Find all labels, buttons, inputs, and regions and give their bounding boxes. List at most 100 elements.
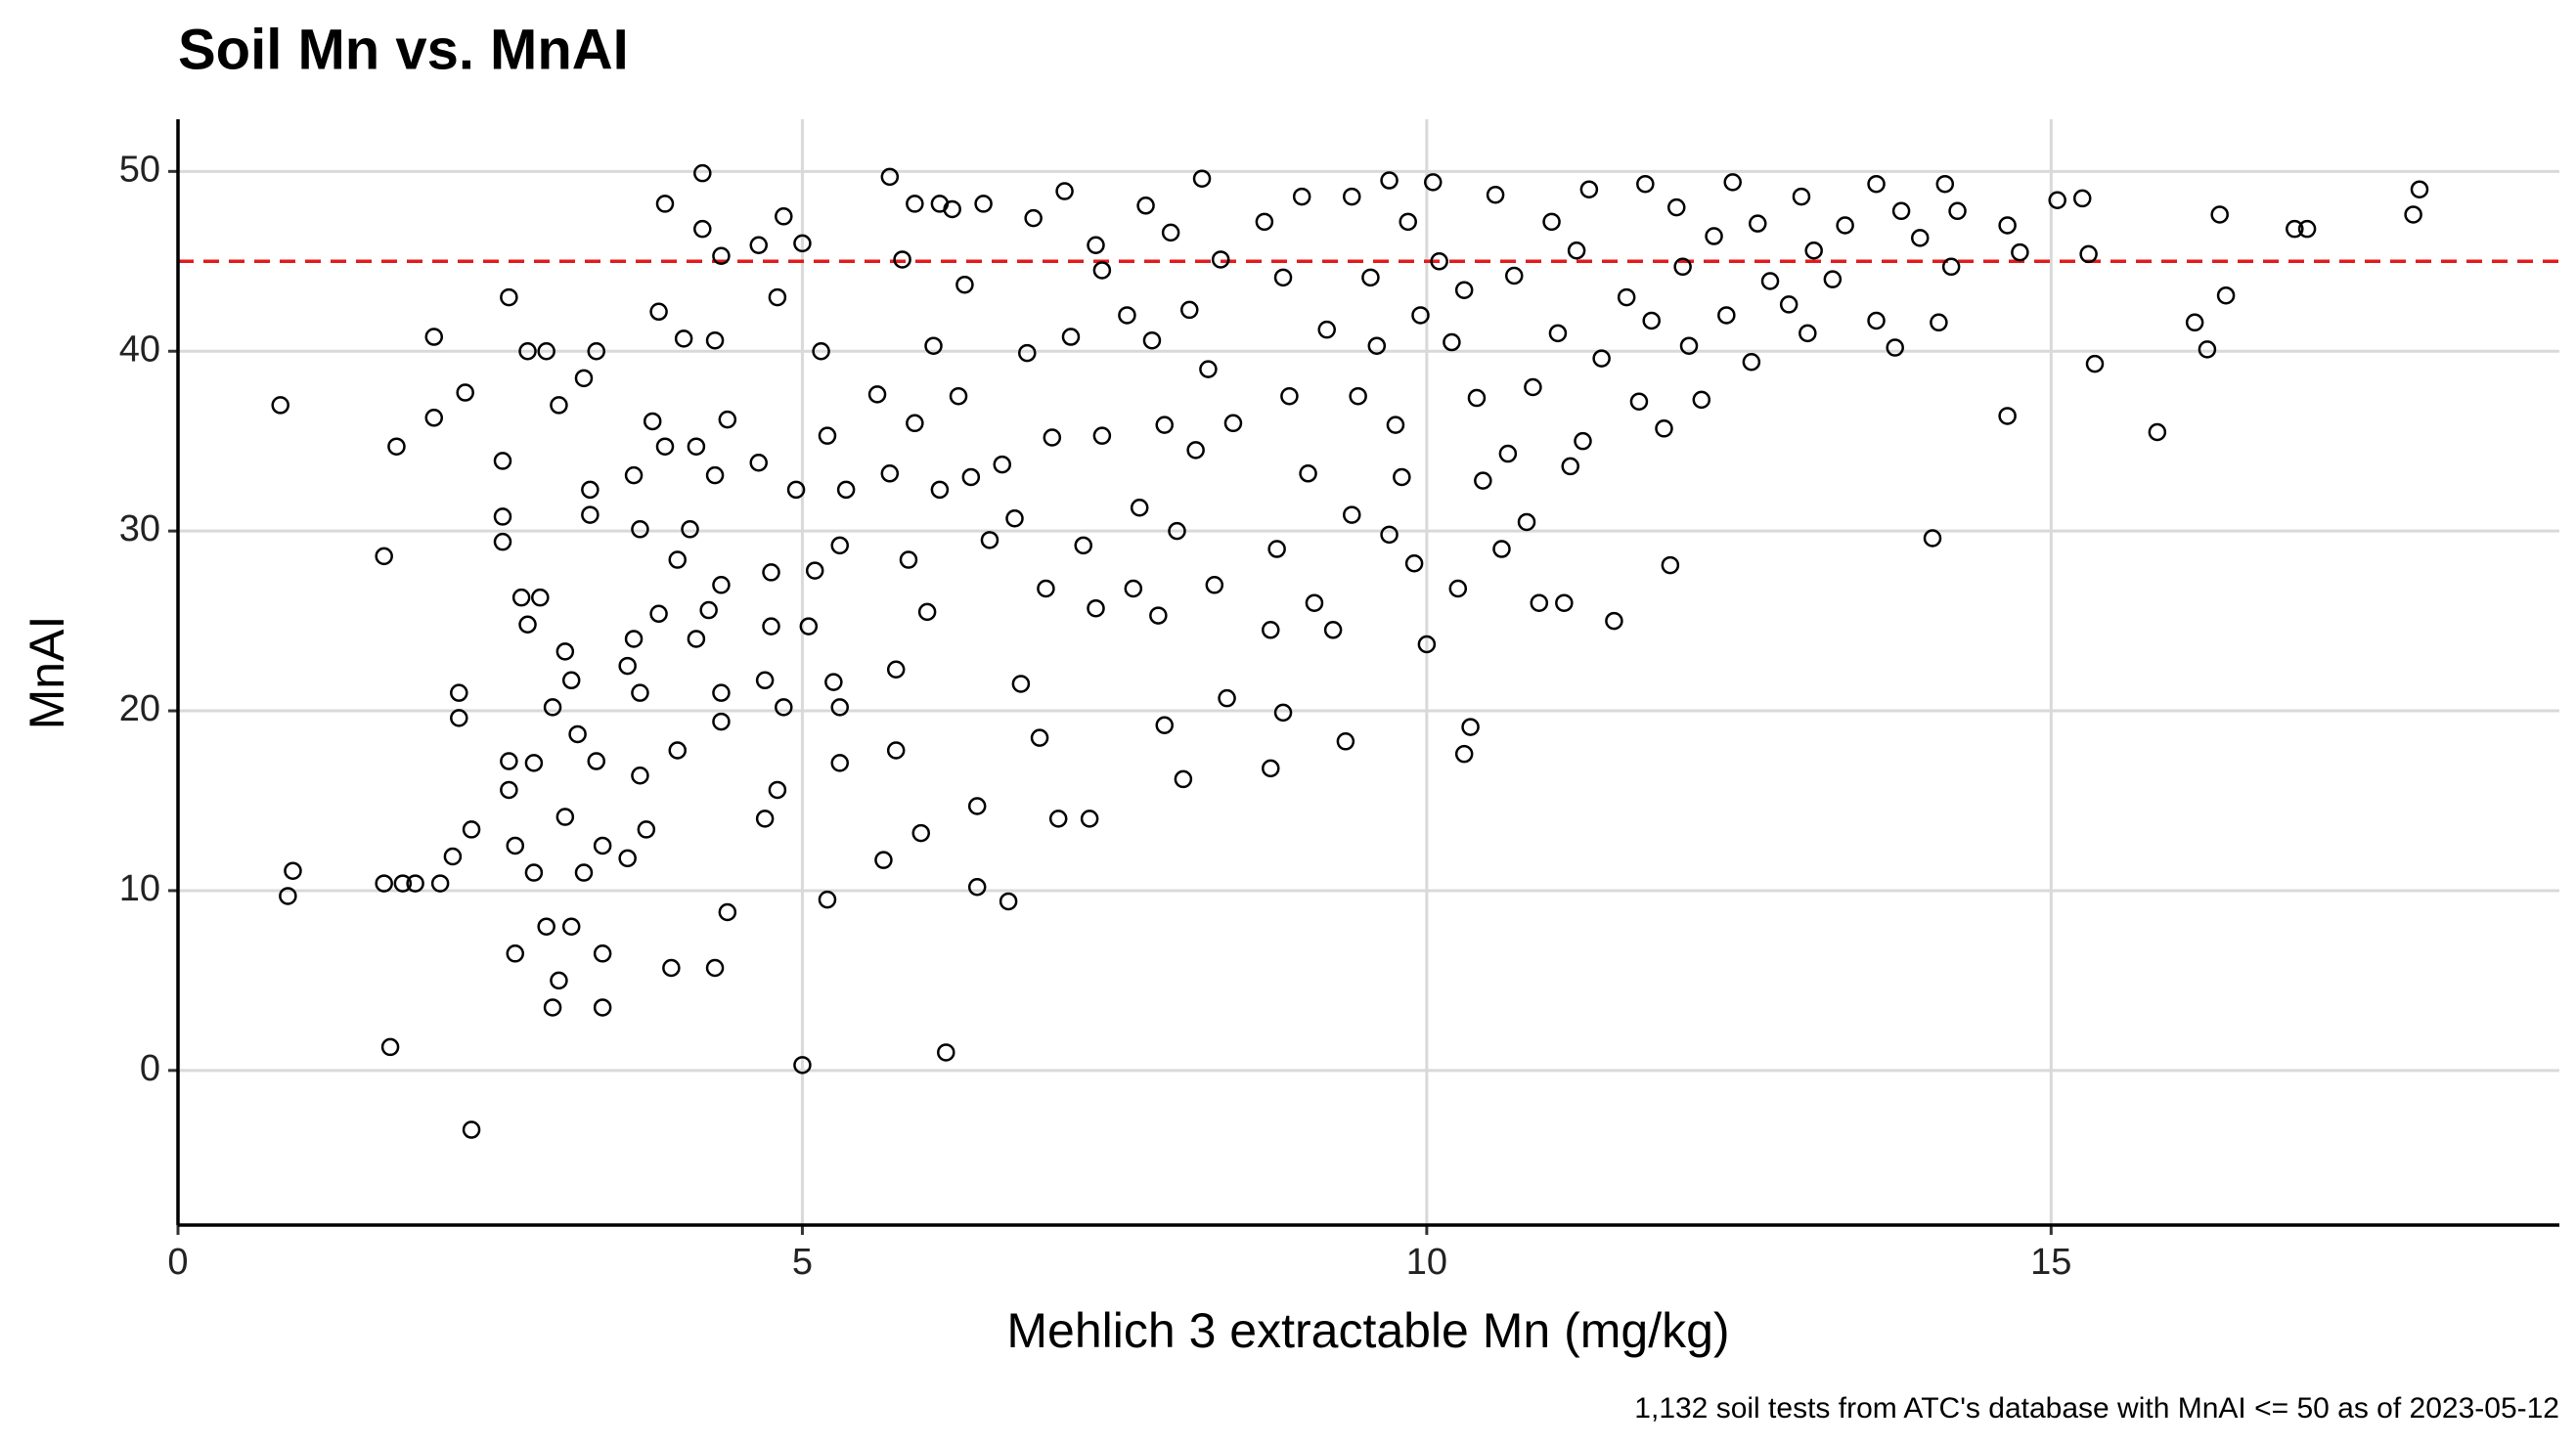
point (1399, 212, 1417, 232)
point (561, 671, 581, 690)
point (1155, 716, 1174, 735)
point (2404, 205, 2422, 224)
point (775, 698, 793, 717)
point (631, 520, 649, 539)
point (624, 465, 644, 485)
point (967, 797, 987, 815)
point (893, 250, 911, 269)
point (550, 396, 568, 415)
point (793, 234, 812, 253)
point (749, 236, 768, 254)
point (424, 328, 444, 346)
point (1130, 498, 1149, 517)
point (500, 752, 518, 770)
point (662, 958, 681, 978)
point (1474, 471, 1492, 490)
point (424, 409, 444, 427)
point (2210, 205, 2229, 224)
point (1655, 419, 1673, 438)
point (830, 754, 849, 772)
point (886, 660, 906, 679)
point (768, 287, 787, 307)
point (712, 712, 731, 731)
point (1205, 576, 1224, 594)
point (593, 998, 612, 1017)
point (1629, 392, 1649, 411)
point (1174, 769, 1193, 789)
x-tick-label: 0 (167, 1242, 188, 1283)
point (1792, 187, 1811, 206)
point (2085, 354, 2105, 373)
point (2072, 189, 2092, 208)
point (1323, 621, 1343, 639)
point (637, 820, 656, 839)
point (618, 849, 637, 868)
point (1923, 529, 1942, 548)
point (1292, 187, 1311, 206)
point (681, 520, 699, 539)
point (1404, 553, 1424, 573)
point (462, 1120, 481, 1139)
point (1199, 360, 1218, 378)
point (768, 780, 787, 800)
point (2198, 340, 2217, 359)
point (2297, 219, 2317, 239)
point (1998, 216, 2017, 235)
point (1779, 295, 1799, 314)
point (1037, 579, 1055, 598)
point (1336, 732, 1355, 751)
point (555, 642, 575, 661)
point (271, 396, 289, 415)
point (1454, 744, 1474, 764)
point (1524, 377, 1542, 397)
point (943, 199, 961, 219)
point (1486, 185, 1505, 204)
point (649, 302, 668, 322)
point (1142, 330, 1162, 350)
point (587, 752, 606, 770)
point (406, 874, 424, 893)
point (1380, 171, 1399, 190)
y-tick-label: 20 (119, 688, 160, 729)
x-tick-label: 5 (792, 1242, 813, 1283)
point (1673, 257, 1692, 277)
point (699, 600, 718, 620)
point (1424, 173, 1443, 192)
point (1935, 174, 1955, 194)
caption: 1,132 soil tests from ATC's database wit… (1634, 1392, 2559, 1425)
point (1661, 555, 1680, 575)
point (587, 341, 606, 361)
point (687, 437, 706, 456)
point (818, 890, 837, 909)
x-tick-label: 15 (2030, 1242, 2071, 1283)
point (1461, 718, 1480, 736)
point (1748, 214, 1767, 233)
point (1024, 208, 1043, 228)
point (1118, 306, 1136, 325)
point (1386, 416, 1405, 434)
point (793, 1056, 812, 1074)
point (2048, 191, 2066, 210)
point (1867, 311, 1886, 330)
point (1723, 173, 1742, 192)
point (1273, 703, 1293, 723)
point (1930, 313, 1948, 332)
point (2286, 219, 2304, 239)
point (1092, 426, 1112, 445)
point (555, 808, 575, 826)
point (668, 741, 687, 760)
point (550, 971, 568, 990)
point (1055, 182, 1074, 200)
point (1579, 180, 1599, 198)
point (279, 887, 297, 905)
point (824, 673, 843, 691)
point (506, 836, 525, 855)
point (693, 163, 712, 183)
point (1267, 540, 1286, 558)
point (500, 780, 518, 800)
point (1074, 536, 1092, 555)
point (543, 698, 562, 717)
point (705, 330, 725, 350)
chart-title: Soil Mn vs. MnAI (178, 18, 629, 81)
point (967, 878, 987, 897)
